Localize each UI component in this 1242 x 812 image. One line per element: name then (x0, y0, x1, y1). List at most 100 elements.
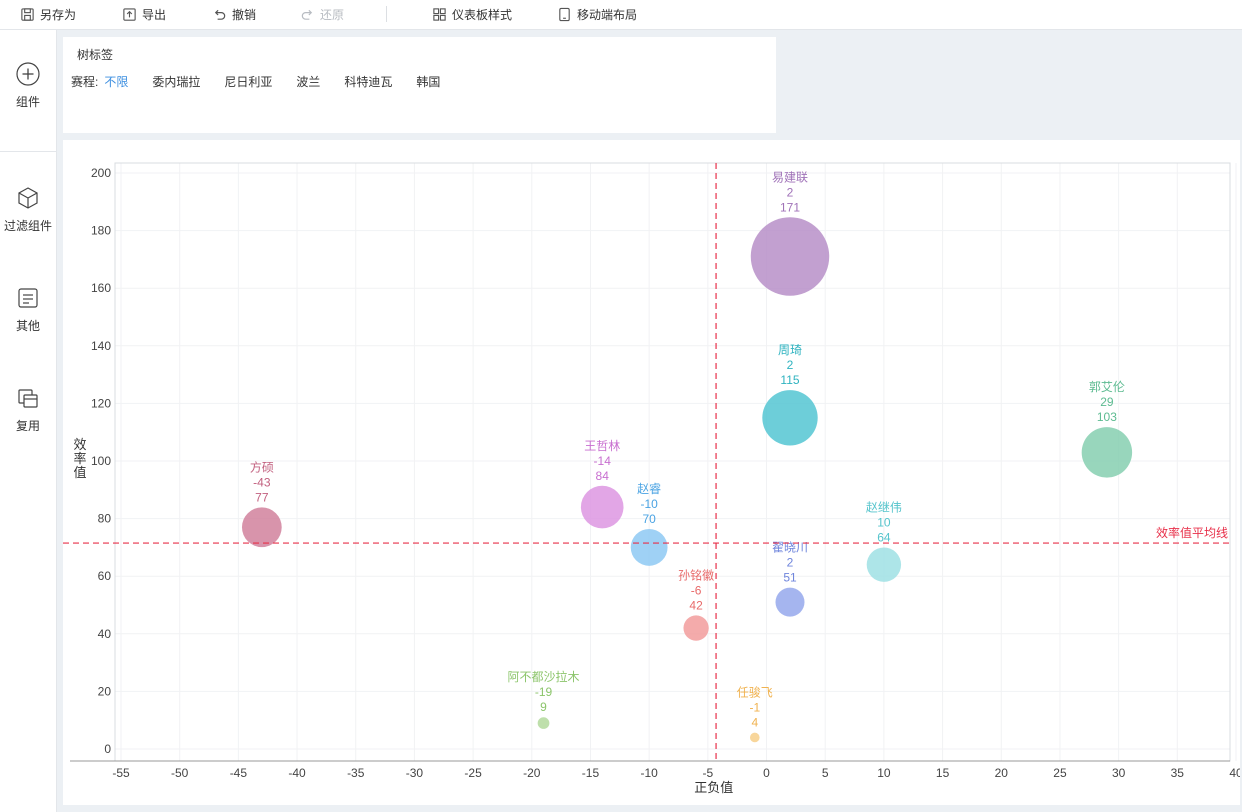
filter-option-nigeria[interactable]: 尼日利亚 (224, 75, 273, 89)
export-label: 导出 (142, 8, 167, 22)
bubble-point (750, 217, 830, 296)
bubble-point (537, 717, 550, 729)
redo-label: 还原 (320, 8, 345, 22)
bubble-data-label: 77 (255, 490, 269, 504)
x-tick-label: 40 (1229, 766, 1240, 780)
plot-frame (114, 162, 1231, 762)
export-icon (123, 8, 136, 21)
y-tick-label: 60 (98, 569, 112, 583)
bubble-data-label: 84 (596, 469, 610, 483)
bubble-point (762, 390, 818, 446)
bubble-data-label: -6 (691, 583, 702, 597)
x-axis-title: 正负值 (694, 780, 733, 795)
bubble-data-label: 9 (540, 700, 547, 714)
dashboard-style-label: 仪表板样式 (452, 8, 513, 22)
bubble-data-label: 郭艾伦 (1089, 379, 1125, 394)
bubble-data-label: 翟晓川 (772, 541, 808, 555)
bubble-point (241, 507, 282, 548)
export-button[interactable]: 导出 (122, 0, 166, 29)
sidebar-item-components[interactable]: 组件 (0, 61, 56, 110)
save-as-button[interactable]: 另存为 (20, 0, 76, 29)
x-tick-label: -5 (703, 766, 714, 780)
sidebar-item-filter-components[interactable]: 过滤组件 (0, 185, 56, 234)
side-divider (0, 151, 56, 152)
bubble-data-label: 171 (780, 200, 800, 214)
x-tick-label: 25 (1053, 766, 1067, 780)
bubble-data-label: -10 (640, 497, 658, 511)
x-tick-label: 30 (1112, 766, 1126, 780)
bubble-point (775, 587, 805, 617)
widget-title: 树标签 (77, 48, 114, 62)
bubble-data-label: 赵睿 (637, 481, 661, 496)
filter-option-poland[interactable]: 波兰 (296, 75, 321, 89)
bubble-data-label: 103 (1097, 410, 1117, 424)
x-tick-label: -30 (406, 766, 424, 780)
plus-circle-icon (16, 62, 40, 86)
bubble-data-label: 2 (787, 556, 794, 570)
save-icon (21, 8, 34, 21)
undo-label: 撤销 (232, 8, 257, 22)
bubble-data-label: 赵继伟 (866, 500, 902, 514)
bubble-data-label: -19 (535, 685, 553, 699)
bubble-point (580, 485, 624, 529)
sidebar-item-reuse[interactable]: 复用 (0, 385, 56, 434)
y-tick-label: 200 (91, 166, 111, 180)
x-tick-label: 5 (822, 766, 829, 780)
document-icon (18, 288, 38, 308)
y-tick-label: 40 (98, 627, 112, 641)
y-tick-label: 180 (91, 224, 111, 238)
x-tick-label: -20 (523, 766, 541, 780)
bubble-chart-widget: -55 -50 -45 -40 -35 -30 -25 -20 -15 -10 -5 0 5 10 15 20… (63, 140, 1242, 805)
x-tick-label: 10 (877, 766, 891, 780)
bubble-data-label: 任骏飞 (737, 686, 773, 700)
x-tick-label: -35 (347, 766, 365, 780)
bubble-data-label: 王哲林 (584, 439, 620, 453)
sidebar-item-label: 其他 (15, 319, 40, 333)
y-tick-label: 100 (91, 454, 111, 468)
y-tick-label: 0 (104, 742, 111, 756)
mobile-layout-label: 移动端布局 (577, 8, 638, 22)
filter-option-all[interactable]: 不限 (104, 75, 129, 89)
toolbar: 另存为 导出 撤销 还原 仪表板样式 移动端布局 (0, 0, 1242, 30)
bubble-data-label: 10 (877, 515, 891, 529)
sidebar-item-label: 过滤组件 (3, 219, 52, 233)
filter-option-venezuela[interactable]: 委内瑞拉 (152, 75, 201, 89)
bubble-data-label: 4 (751, 716, 758, 730)
x-tick-label: -45 (230, 766, 248, 780)
undo-button[interactable]: 撤销 (212, 0, 256, 29)
bubble-point (749, 732, 760, 743)
copy-icon (18, 389, 38, 408)
save-as-label: 另存为 (40, 8, 77, 22)
bubble-data-label: 易建联 (772, 170, 808, 184)
bubble-chart: -55 -50 -45 -40 -35 -30 -25 -20 -15 -10 -5 0 5 10 15 20… (63, 162, 1242, 795)
x-tick-label: -50 (171, 766, 189, 780)
y-tick-label: 120 (91, 396, 111, 410)
sidebar-item-other[interactable]: 其他 (0, 285, 56, 334)
redo-icon (301, 9, 313, 20)
tree-label-widget: 树标签 赛程: 不限 委内瑞拉 尼日利亚 波兰 科特迪瓦 韩国 (63, 37, 776, 133)
dashboard-style-button[interactable]: 仪表板样式 (432, 0, 512, 29)
y-tick-label: 80 (98, 512, 112, 526)
bubble-data-label: 阿不都沙拉木 (508, 669, 580, 684)
mobile-layout-button[interactable]: 移动端布局 (557, 0, 637, 29)
filter-label: 赛程: (71, 75, 99, 89)
bubble-data-label: -1 (749, 701, 760, 715)
toolbar-divider (386, 6, 387, 22)
y-tick-label: 140 (91, 339, 111, 353)
bubble-point (866, 547, 902, 582)
y-axis-title: 效率值 (73, 437, 86, 480)
x-tick-label: -15 (582, 766, 600, 780)
filter-option-cote-divoire[interactable]: 科特迪瓦 (344, 75, 393, 89)
bubble-point (630, 528, 668, 566)
bubble-data-label: 70 (642, 512, 656, 526)
bubble-point (1081, 427, 1133, 478)
x-tick-label: -55 (112, 766, 130, 780)
undo-icon (214, 9, 226, 20)
bubble-data-label: 孙铭徽 (678, 567, 714, 582)
bubble-data-label: 2 (787, 185, 794, 199)
redo-button[interactable]: 还原 (300, 0, 344, 29)
bubble-data-label: 2 (787, 358, 794, 372)
bubble-data-label: 42 (689, 598, 703, 612)
cube-icon (18, 187, 38, 209)
filter-option-korea[interactable]: 韩国 (416, 75, 441, 89)
